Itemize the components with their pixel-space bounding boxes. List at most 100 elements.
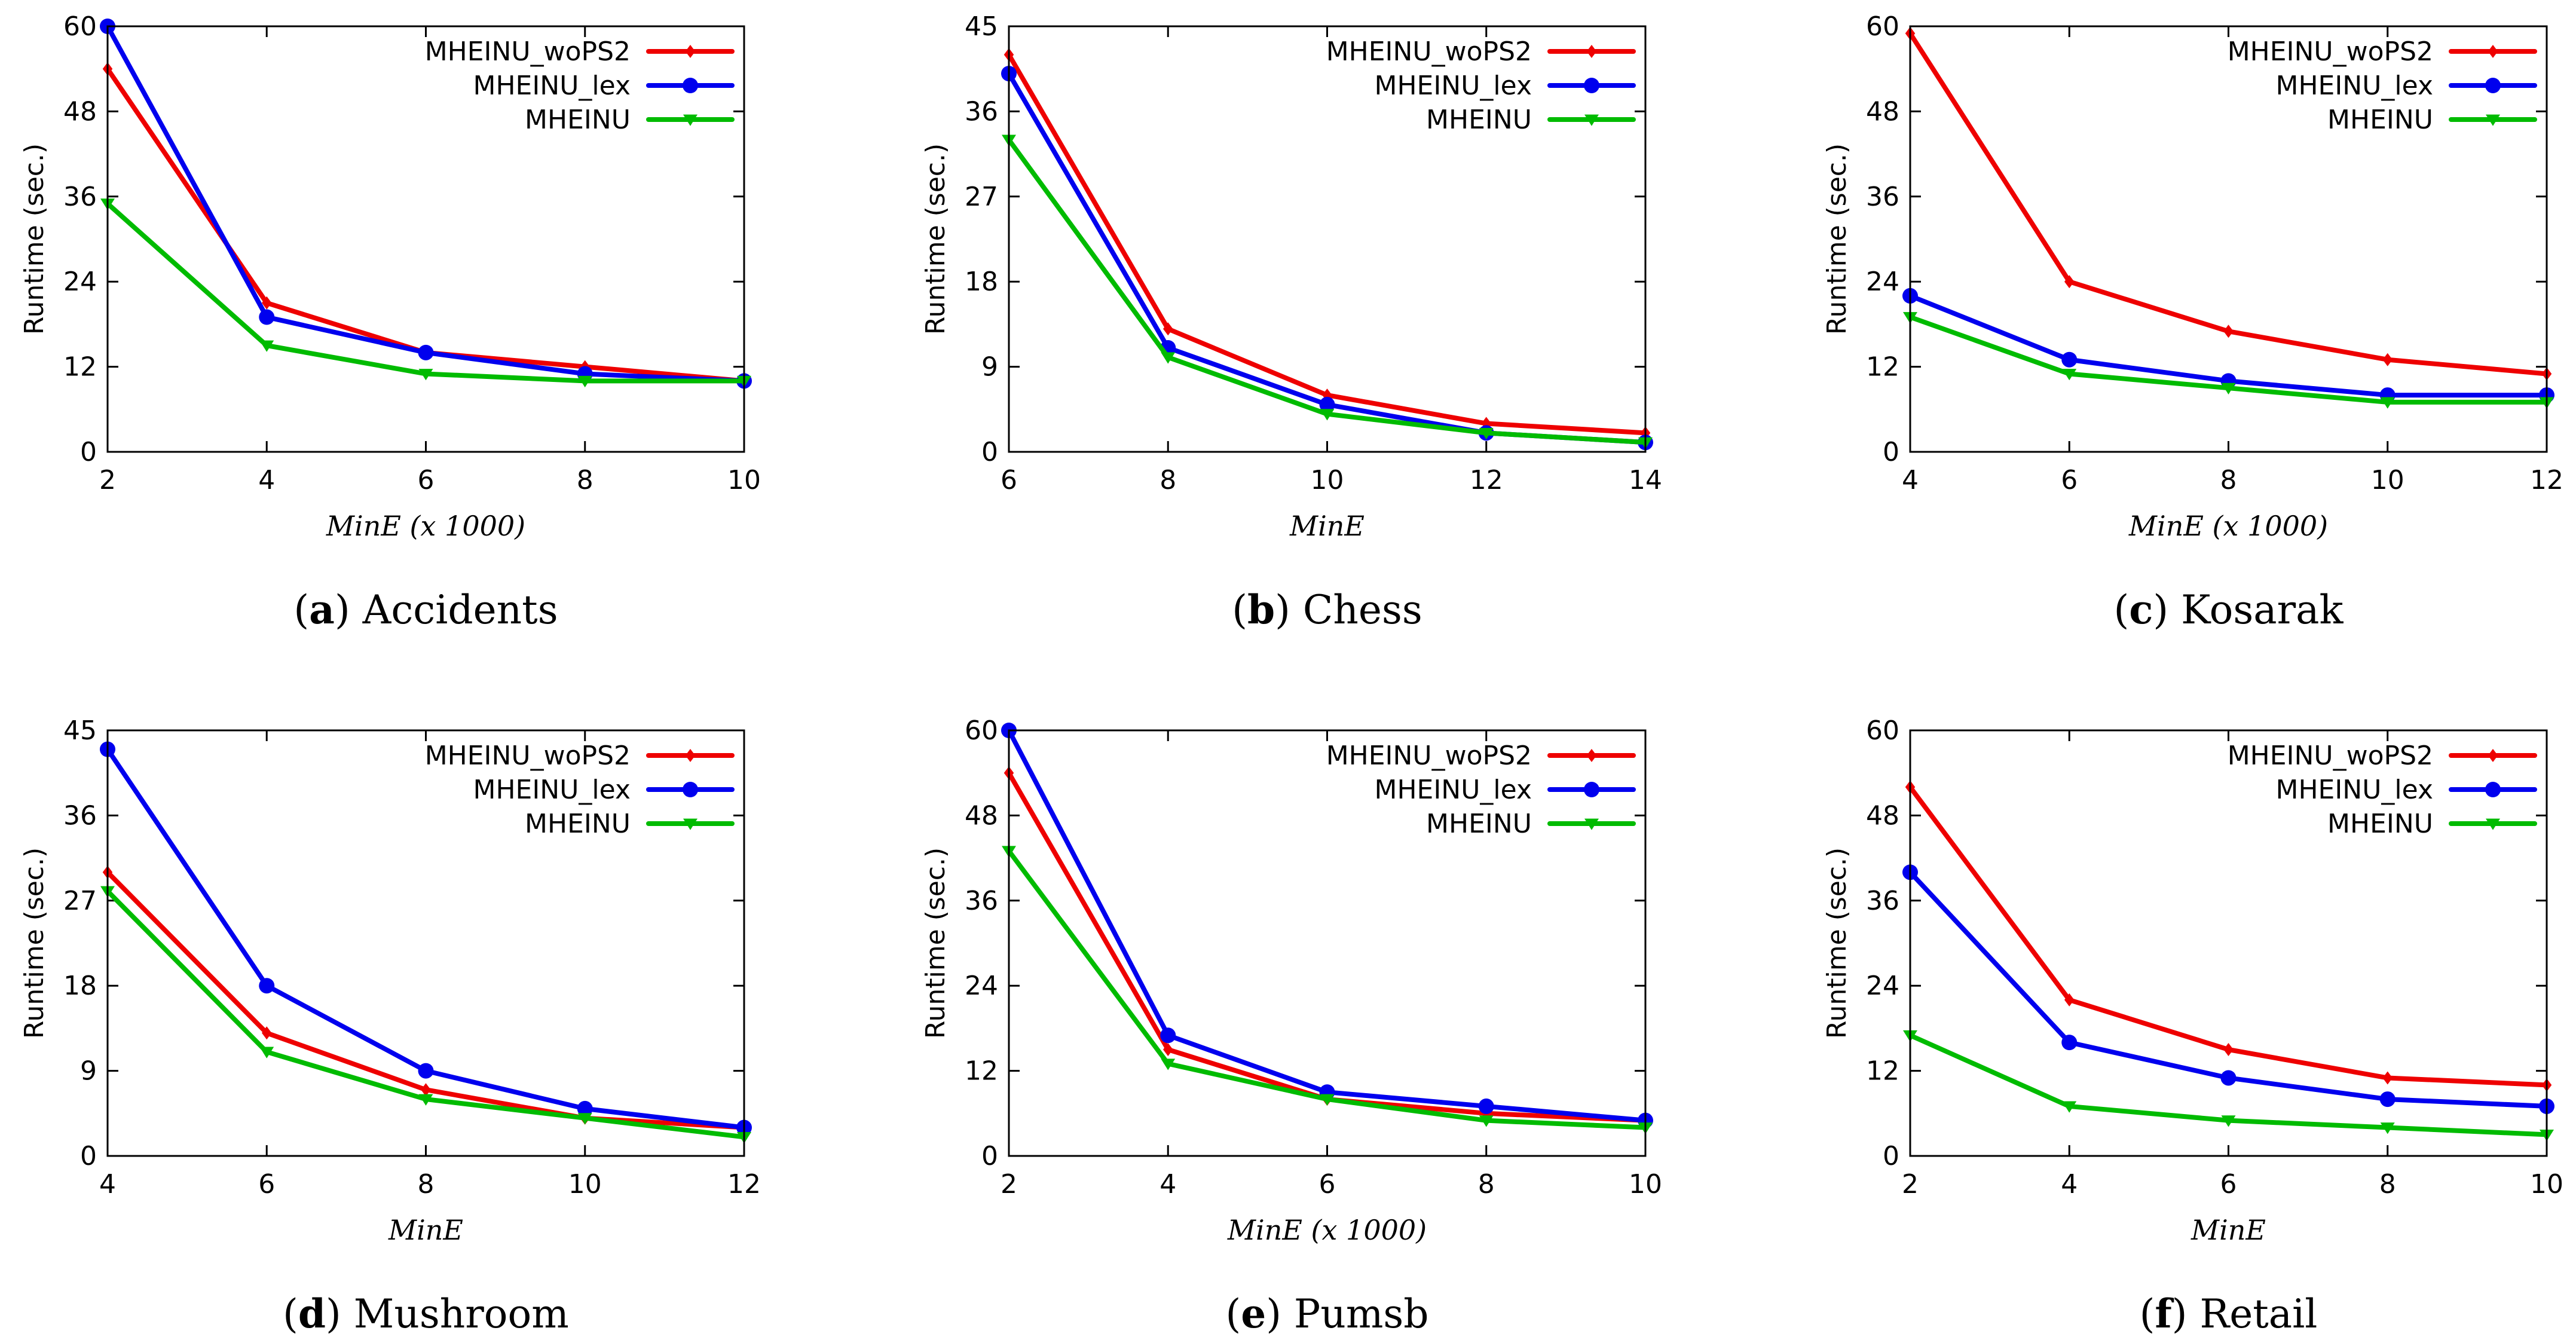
chart-panel-c: 0 12 24 36 48 60 4 6 8 10 12 MinE (x 1000) Runtime (… xyxy=(1822,11,2563,633)
data-point-mheinu_wops2 xyxy=(1163,1043,1173,1056)
data-point-mheinu_wops2 xyxy=(2064,993,2075,1007)
legend-label: MHEINU_woPS2 xyxy=(1326,36,1532,67)
panel-caption: (a) Accidents xyxy=(293,586,558,633)
y-tick-label: 36 xyxy=(63,182,97,212)
caption-letter: b xyxy=(1247,586,1275,633)
x-axis-label: MinE xyxy=(1289,510,1365,542)
y-tick-label: 60 xyxy=(1866,11,1899,42)
y-tick-label: 0 xyxy=(80,1141,97,1171)
data-point-mheinu xyxy=(1320,409,1335,421)
legend-marker xyxy=(1584,782,1599,797)
legend-marker xyxy=(1584,818,1599,830)
x-tick-label: 8 xyxy=(1478,1169,1495,1200)
data-point-mheinu_lex xyxy=(418,1063,434,1079)
legend-label: MHEINU_lex xyxy=(473,775,631,805)
caption-title: Pumsb xyxy=(1294,1291,1429,1337)
legend-marker xyxy=(685,45,696,58)
legend-label: MHEINU xyxy=(525,809,631,839)
caption-letter: c xyxy=(2129,586,2153,633)
legend-label: MHEINU_lex xyxy=(2275,775,2433,805)
legend-label: MHEINU_woPS2 xyxy=(2228,741,2433,771)
data-point-mheinu xyxy=(1320,1094,1335,1106)
data-point-mheinu xyxy=(2221,383,2236,394)
x-tick-label: 8 xyxy=(418,1169,435,1200)
caption-paren: ) xyxy=(1275,587,1303,633)
data-point-mheinu_wops2 xyxy=(2223,1043,2234,1056)
x-tick-label: 6 xyxy=(258,1169,275,1200)
x-tick-label: 4 xyxy=(99,1169,116,1200)
panel-caption: (f) Retail xyxy=(2140,1290,2318,1337)
legend-label: MHEINU_woPS2 xyxy=(1326,741,1532,771)
x-axis-label: MinE xyxy=(2190,1214,2266,1246)
x-tick-label: 12 xyxy=(727,1169,761,1200)
data-point-mheinu xyxy=(577,375,592,388)
legend-label: MHEINU_woPS2 xyxy=(2228,36,2433,67)
data-point-mheinu xyxy=(418,1094,433,1106)
data-point-mheinu_lex xyxy=(259,309,275,325)
y-tick-label: 48 xyxy=(1866,800,1899,831)
data-point-mheinu_wops2 xyxy=(1163,322,1173,336)
caption-paren: ( xyxy=(2140,1291,2155,1337)
series-line-mheinu_lex xyxy=(105,24,747,384)
caption-letter: e xyxy=(1241,1290,1266,1337)
y-tick-label: 45 xyxy=(965,11,998,42)
x-tick-label: 10 xyxy=(1311,465,1344,495)
plot-frame xyxy=(106,25,745,453)
caption-paren: ) xyxy=(335,587,363,633)
caption-title: Mushroom xyxy=(354,1291,569,1337)
data-point-mheinu xyxy=(2221,1115,2236,1127)
data-point-mheinu_lex xyxy=(2220,1070,2237,1086)
y-axis-label: Runtime (sec.) xyxy=(19,848,50,1039)
y-axis-label: Runtime (sec.) xyxy=(920,143,951,335)
plot-frame xyxy=(106,729,745,1157)
data-point-mheinu_wops2 xyxy=(2064,275,2075,289)
chart-panel-d: 0 9 18 27 36 45 4 6 8 10 12 MinE Runtime (sec.) MHEIN… xyxy=(19,715,761,1337)
data-point-mheinu_lex xyxy=(2379,1091,2396,1108)
x-tick-label: 12 xyxy=(1470,465,1503,495)
legend-marker xyxy=(2485,782,2501,797)
x-tick-label: 2 xyxy=(99,465,116,495)
x-tick-label: 6 xyxy=(418,465,435,495)
y-tick-label: 24 xyxy=(1866,267,1899,297)
caption-paren: ) xyxy=(2172,1291,2200,1337)
y-tick-label: 24 xyxy=(1866,971,1899,1001)
caption-title: Accidents xyxy=(362,587,558,633)
caption-paren: ) xyxy=(326,1291,354,1337)
x-axis-label: MinE xyxy=(388,1214,463,1246)
legend-label: MHEINU_lex xyxy=(2275,71,2433,101)
data-point-mheinu xyxy=(2062,1101,2077,1113)
y-tick-label: 9 xyxy=(981,352,998,383)
x-tick-label: 6 xyxy=(1319,1169,1336,1200)
y-tick-label: 48 xyxy=(1866,96,1899,127)
data-point-mheinu_lex xyxy=(418,344,434,360)
data-point-mheinu_wops2 xyxy=(421,1083,431,1097)
x-tick-label: 12 xyxy=(2530,465,2563,495)
x-tick-label: 4 xyxy=(258,465,275,495)
panel-caption: (e) Pumsb xyxy=(1225,1290,1428,1337)
y-tick-label: 12 xyxy=(1866,352,1899,383)
plot-frame xyxy=(1909,25,2548,453)
y-axis-label: Runtime (sec.) xyxy=(1822,848,1852,1039)
y-tick-label: 48 xyxy=(965,800,998,831)
y-tick-label: 12 xyxy=(965,1056,998,1087)
y-tick-label: 36 xyxy=(1866,886,1899,916)
legend-label: MHEINU xyxy=(1426,105,1532,135)
y-tick-label: 0 xyxy=(981,437,998,467)
x-tick-label: 8 xyxy=(1159,465,1176,495)
legend-marker xyxy=(683,818,697,830)
legend-marker xyxy=(1586,45,1597,58)
y-tick-label: 0 xyxy=(1883,437,1899,467)
x-tick-label: 10 xyxy=(2371,465,2404,495)
data-point-mheinu xyxy=(1479,1115,1494,1127)
legend-marker xyxy=(1584,78,1599,93)
legend-label: MHEINU xyxy=(525,105,631,135)
caption-paren: ( xyxy=(283,1291,298,1337)
y-tick-label: 48 xyxy=(63,96,97,127)
series-line-mheinu_wops2 xyxy=(105,66,747,384)
data-point-mheinu xyxy=(1161,1059,1176,1070)
data-point-mheinu xyxy=(577,1113,592,1125)
y-tick-label: 9 xyxy=(80,1056,97,1087)
data-point-mheinu xyxy=(1479,427,1494,440)
caption-paren: ( xyxy=(1232,587,1247,633)
